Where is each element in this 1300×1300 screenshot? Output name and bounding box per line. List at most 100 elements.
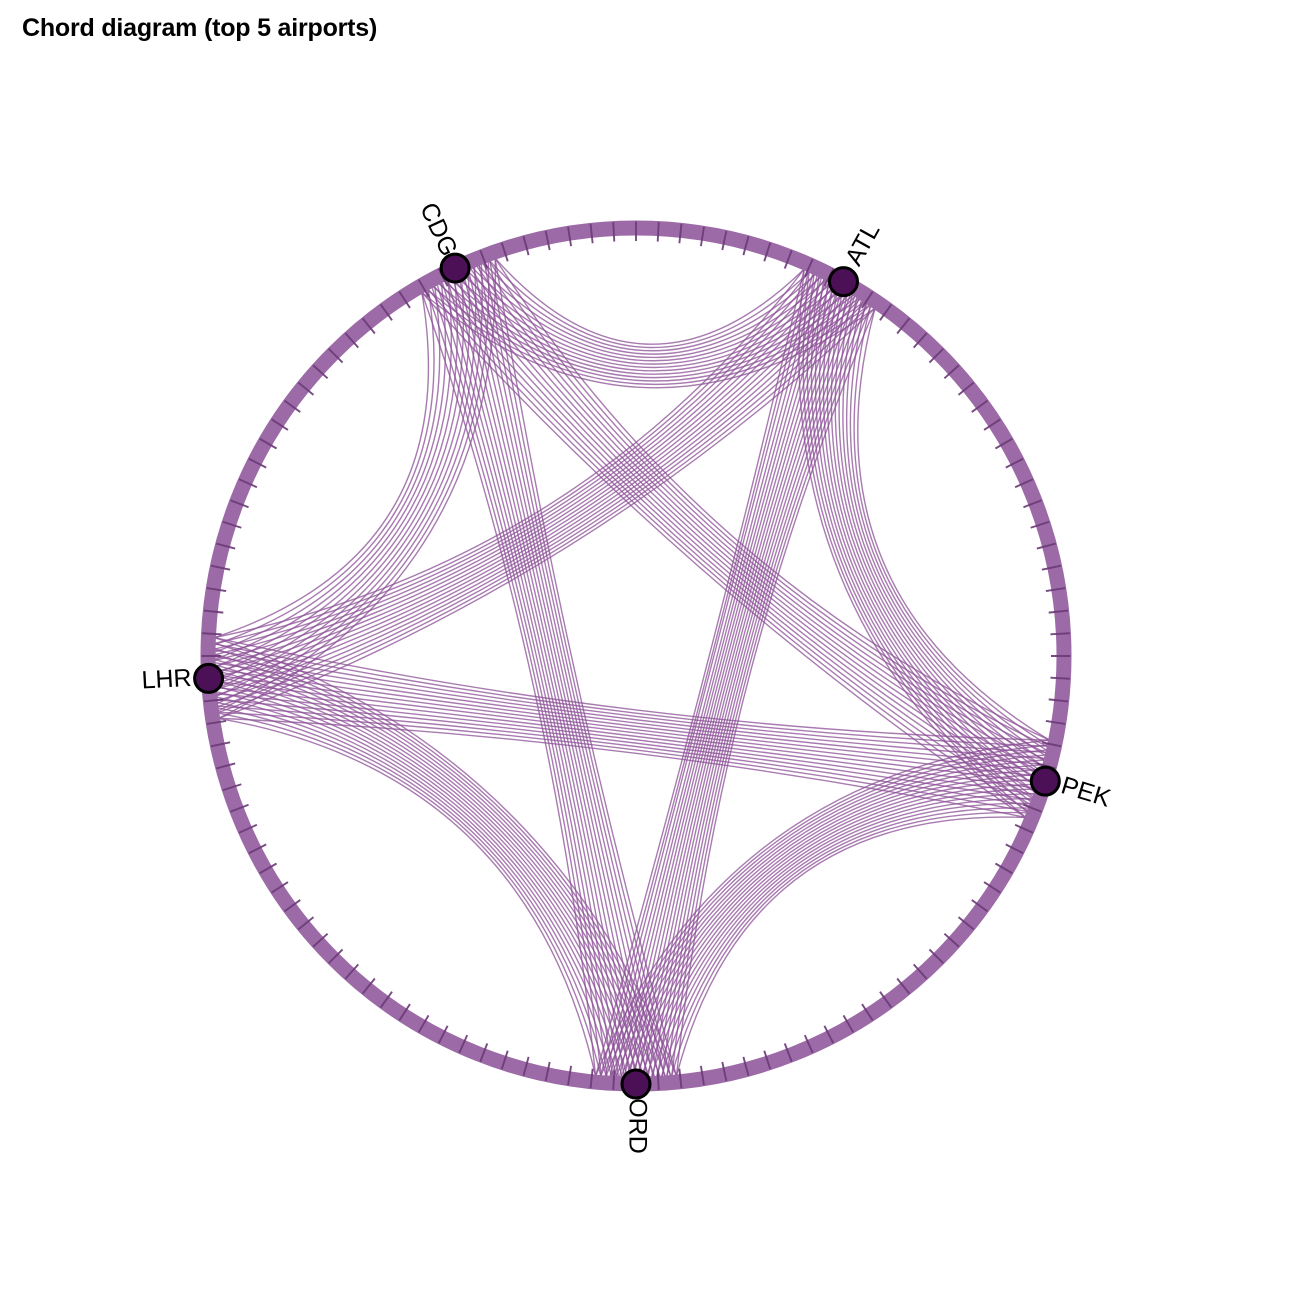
ring-tick xyxy=(678,1068,683,1089)
ring-tick xyxy=(216,542,236,550)
chord-line xyxy=(214,283,837,673)
ring-tick xyxy=(210,741,231,748)
chord-line xyxy=(216,301,866,708)
chord-line xyxy=(215,268,471,690)
ring-tick xyxy=(656,222,660,242)
ring-tick xyxy=(361,977,376,995)
node-label-atl: ATL xyxy=(840,218,886,270)
ring-tick xyxy=(957,916,975,931)
ring-tick xyxy=(479,1043,489,1062)
chord-line xyxy=(670,811,1028,1077)
chord-line xyxy=(834,290,1043,773)
chord-line xyxy=(623,281,831,1078)
ring-tick xyxy=(259,437,278,450)
ring-tick xyxy=(522,236,530,256)
ring-tick xyxy=(943,932,960,948)
chord-line xyxy=(666,302,868,1077)
ring-tick xyxy=(328,348,344,364)
chord-line xyxy=(814,278,1035,798)
chord-line xyxy=(214,680,634,1079)
chord-line xyxy=(216,699,1033,801)
chord-line xyxy=(613,276,823,1078)
chord-line xyxy=(857,308,1050,741)
ring-tick xyxy=(417,279,430,298)
ring-tick xyxy=(283,899,301,913)
ring-tick xyxy=(928,948,944,964)
ring-tick xyxy=(957,381,975,396)
ring-tick xyxy=(361,317,376,335)
node-marker-ord[interactable] xyxy=(620,1068,652,1100)
chord-line xyxy=(214,292,430,639)
ring-tick xyxy=(458,1034,469,1054)
chord-line xyxy=(213,281,447,661)
ring-tick xyxy=(612,1070,616,1090)
ring-tick xyxy=(206,587,227,593)
chord-line xyxy=(451,275,631,1079)
chord-line xyxy=(604,272,814,1078)
ring-tick xyxy=(1023,499,1042,509)
ring-tick xyxy=(896,317,911,335)
chord-line xyxy=(213,661,1044,766)
chord-line xyxy=(421,291,1027,819)
ring-tick xyxy=(1036,542,1056,550)
chord-line xyxy=(213,278,452,668)
node-marker-lhr[interactable] xyxy=(193,662,225,694)
chord-line xyxy=(217,260,490,712)
ring-tick xyxy=(589,1068,594,1089)
ring-tick xyxy=(248,843,267,855)
ring-tick xyxy=(417,1014,430,1033)
node-label-lhr: LHR xyxy=(141,664,192,695)
ring-tick xyxy=(238,823,258,834)
chord-line xyxy=(457,273,1040,780)
ring-tick xyxy=(699,1065,705,1086)
node-marker-cdg[interactable] xyxy=(439,252,471,284)
ring-tick xyxy=(983,418,1001,431)
chord-line xyxy=(217,706,607,1078)
ring-tick xyxy=(203,698,224,703)
chord-line xyxy=(472,266,655,1078)
ring-tick xyxy=(522,1056,530,1076)
chord-line xyxy=(213,642,672,1077)
chord-line xyxy=(437,282,860,379)
ring-tick xyxy=(1030,520,1050,529)
chord-line xyxy=(625,768,1043,1079)
chord-line xyxy=(213,280,831,668)
ring-tick xyxy=(742,236,750,256)
ring-tick xyxy=(222,520,242,529)
chord-line xyxy=(215,266,477,698)
chord-ribbons-layer xyxy=(213,257,1050,1079)
ring-tick xyxy=(1048,698,1069,703)
chord-line xyxy=(218,307,876,720)
chord-line xyxy=(675,816,1026,1077)
ring-tick xyxy=(612,222,616,242)
chord-line xyxy=(465,269,833,362)
chord-line xyxy=(214,643,1049,747)
chord-line xyxy=(432,285,866,382)
ring-tick xyxy=(994,437,1013,450)
chord-line xyxy=(482,262,817,352)
chord-line xyxy=(213,649,1047,754)
chord-line xyxy=(451,276,1038,787)
node-marker-atl[interactable] xyxy=(827,266,859,298)
ring-tick xyxy=(861,291,874,309)
chord-line xyxy=(477,264,822,355)
ring-tick xyxy=(1014,823,1034,834)
chord-line xyxy=(609,274,818,1078)
ring-tick xyxy=(312,932,329,948)
ring-tick xyxy=(763,1050,772,1070)
ring-tick xyxy=(437,1025,449,1044)
ring-tick xyxy=(248,457,267,469)
chord-ribbon xyxy=(213,258,497,720)
chord-line xyxy=(216,298,862,702)
ring-tick xyxy=(544,230,551,251)
ring-tick xyxy=(1014,478,1034,489)
ring-tick xyxy=(230,803,249,813)
chord-line xyxy=(218,717,597,1077)
ring-tick xyxy=(1050,632,1070,636)
ring-tick xyxy=(943,364,960,380)
node-marker-pek[interactable] xyxy=(1029,765,1061,797)
ring-tick xyxy=(971,399,989,413)
ring-tick xyxy=(398,1003,411,1021)
chord-line xyxy=(660,802,1032,1078)
